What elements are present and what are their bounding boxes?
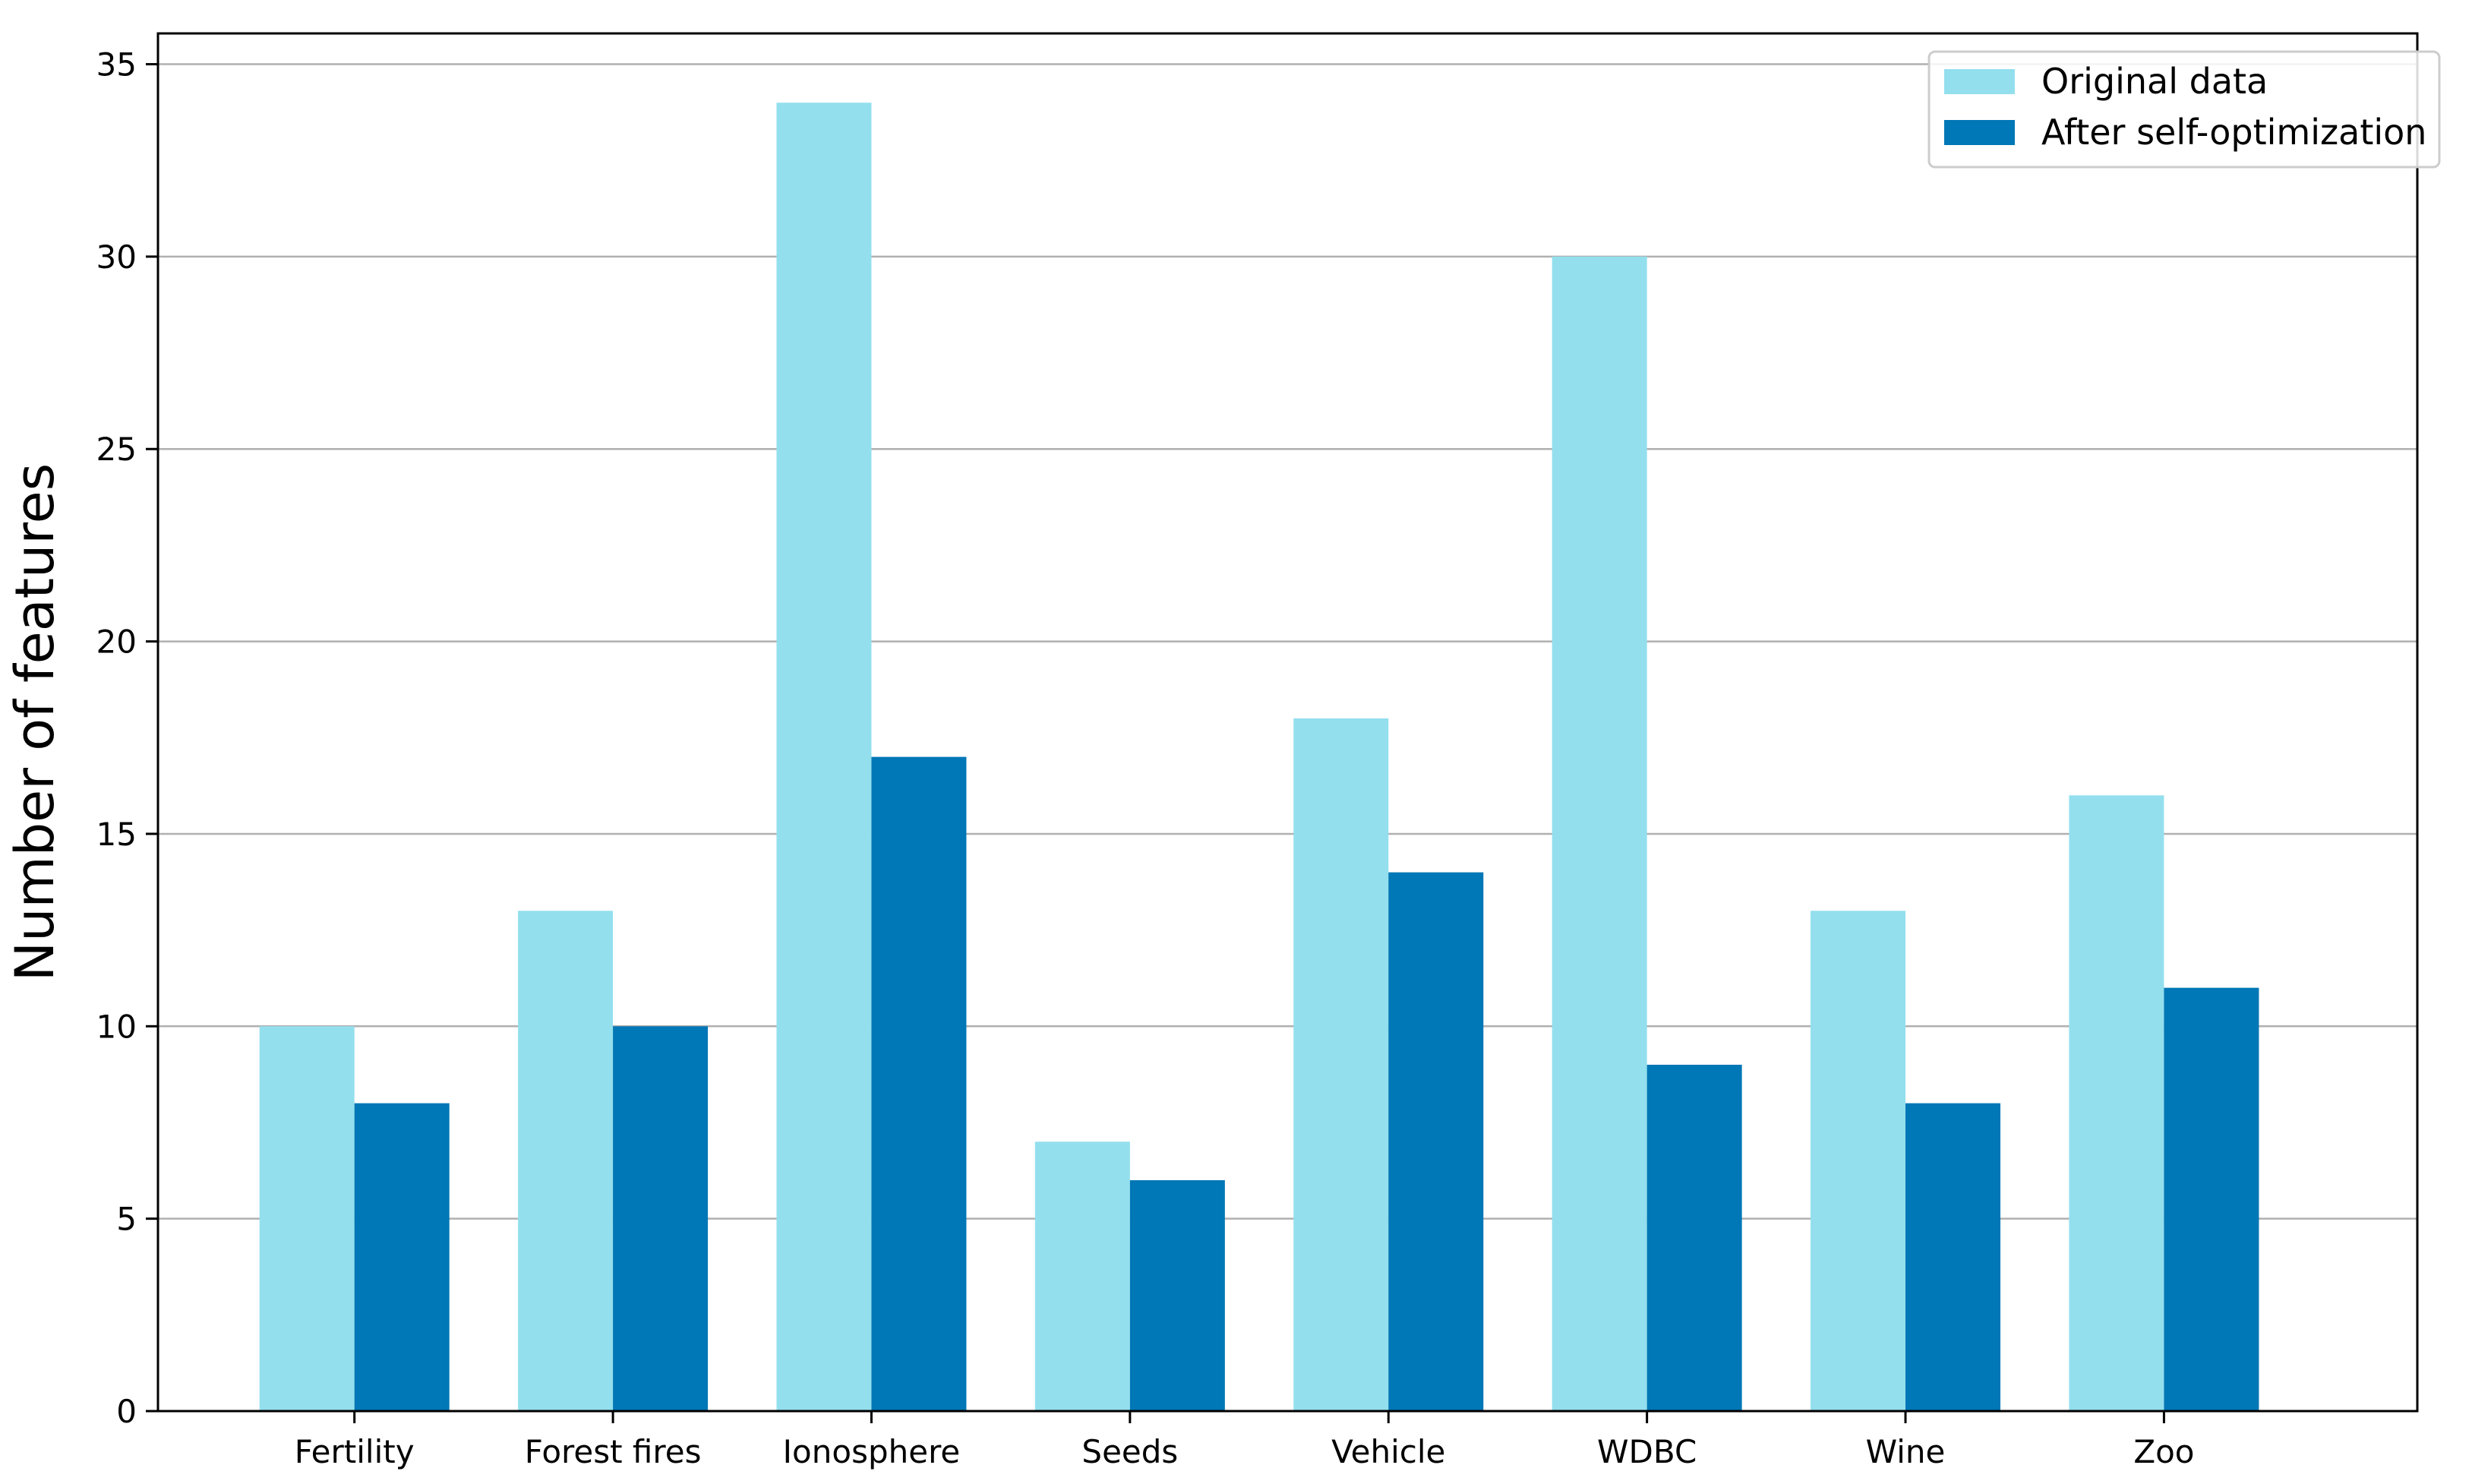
bars (259, 103, 2259, 1412)
bar-optimized-vehicle (1388, 872, 1484, 1411)
y-tick-label: 20 (96, 624, 137, 661)
legend-swatch-after-self-optimization (1944, 120, 2015, 145)
bar-optimized-fertility (354, 1103, 450, 1411)
bar-optimized-forest-fires (613, 1026, 709, 1411)
y-axis-ticks: 0 5 10 15 20 25 30 35 (96, 46, 158, 1430)
y-tick-label: 10 (96, 1008, 137, 1045)
x-tick-label: Forest fires (525, 1433, 702, 1470)
x-tick-label: Vehicle (1331, 1433, 1445, 1470)
legend-label-original-data: Original data (2041, 61, 2268, 102)
x-tick-label: Ionosphere (783, 1433, 961, 1470)
y-tick-label: 30 (96, 238, 137, 276)
bar-optimized-zoo (2164, 987, 2259, 1411)
x-tick-label: WDBC (1597, 1433, 1697, 1470)
y-axis-label: Number of features (4, 463, 66, 981)
bar-optimized-ionosphere (871, 756, 967, 1411)
x-tick-label: Fertility (295, 1433, 415, 1470)
plot-frame (156, 32, 2419, 1413)
bar-original-ionosphere (776, 103, 872, 1412)
bar-optimized-seeds (1129, 1179, 1225, 1411)
y-tick-label: 5 (116, 1201, 137, 1238)
x-tick-label: Seeds (1081, 1433, 1178, 1470)
bar-original-vehicle (1293, 718, 1389, 1411)
legend-box (1927, 50, 2441, 169)
bar-original-forest-fires (518, 911, 614, 1411)
bar-original-fertility (259, 1026, 355, 1411)
legend-swatch-original-data (1944, 69, 2015, 94)
bar-original-zoo (2069, 795, 2164, 1411)
bar-original-wdbc (1552, 256, 1647, 1411)
y-tick-label: 0 (116, 1393, 137, 1430)
legend: Original data After self-optimization (1927, 50, 2441, 169)
legend-label-after-self-optimization: After self-optimization (2041, 112, 2426, 153)
y-tick-label: 15 (96, 816, 137, 853)
x-tick-label: Zoo (2133, 1433, 2194, 1470)
x-axis-ticks: Fertility Forest fires Ionosphere Seeds Vehi… (295, 1411, 2195, 1470)
y-tick-label: 25 (96, 431, 137, 468)
y-tick-label: 35 (96, 46, 137, 84)
bar-original-seeds (1034, 1141, 1130, 1411)
bar-optimized-wine (1905, 1103, 2001, 1411)
bar-optimized-wdbc (1646, 1064, 1742, 1411)
bar-original-wine (1811, 911, 1906, 1411)
x-tick-label: Wine (1866, 1433, 1946, 1470)
